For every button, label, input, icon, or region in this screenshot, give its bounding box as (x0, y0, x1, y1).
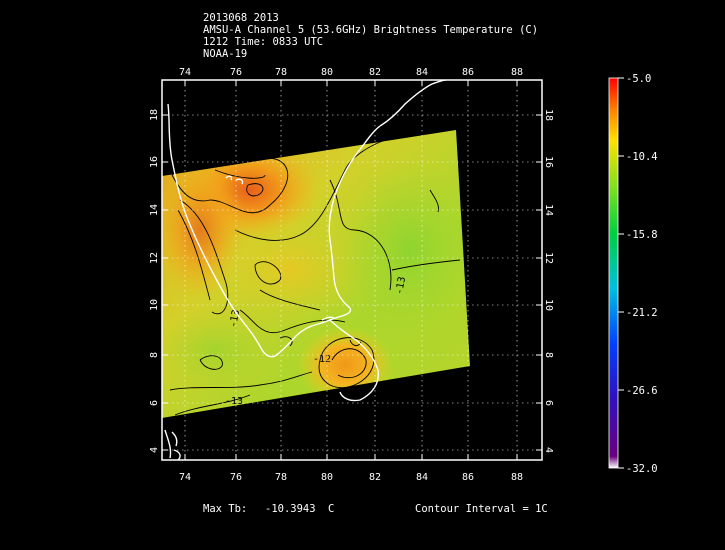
lon-tick-label: 76 (230, 472, 242, 483)
lon-tick-label: 78 (275, 67, 287, 78)
lat-tick-label: 16 (149, 156, 160, 168)
lat-tick-label: 4 (543, 447, 554, 453)
lat-labels-left: 4 6 8 10 12 14 16 18 (149, 109, 160, 453)
lon-tick-label: 84 (416, 67, 428, 78)
lat-tick-label: 12 (543, 252, 554, 264)
header-satellite: NOAA-19 (203, 48, 248, 60)
lon-tick-label: 82 (369, 472, 381, 483)
lon-tick-label: 88 (511, 472, 523, 483)
lon-tick-label: 74 (179, 67, 191, 78)
colorbar-label: -26.6 (626, 385, 658, 397)
lon-tick-label: 80 (321, 67, 333, 78)
max-tb-label: Max Tb: (203, 503, 248, 515)
contour-label: -13 (225, 396, 243, 407)
lon-tick-label: 88 (511, 67, 523, 78)
lat-labels-right: 4 6 8 10 12 14 16 18 (543, 109, 554, 453)
lon-tick-label: 82 (369, 67, 381, 78)
colorbar-label: -5.0 (626, 73, 651, 85)
lon-tick-label: 74 (179, 472, 191, 483)
lat-tick-label: 8 (543, 352, 554, 358)
lat-tick-label: 8 (149, 352, 160, 358)
colorbar-label: -32.0 (626, 463, 658, 475)
lon-labels-top: 74 76 78 80 82 84 86 88 (179, 67, 523, 78)
colorbar-label: -10.4 (626, 151, 658, 163)
map-plot-area: -13 -13 -13 -12 (162, 80, 542, 460)
lat-tick-label: 16 (543, 156, 554, 168)
lon-tick-label: 86 (462, 472, 474, 483)
lon-labels-bottom: 74 76 78 80 82 84 86 88 (179, 472, 523, 483)
temperature-contours (169, 139, 461, 416)
lat-tick-label: 10 (149, 299, 160, 311)
lat-tick-label: 12 (149, 252, 160, 264)
lon-tick-label: 76 (230, 67, 242, 78)
lat-tick-label: 4 (149, 447, 160, 453)
lat-tick-label: 14 (149, 204, 160, 216)
header-time: 1212 Time: 0833 UTC (203, 36, 324, 48)
colorbar-ramp (609, 78, 618, 468)
colorbar: -5.0 -10.4 -15.8 -21.2 -26.6 -32.0 (608, 73, 658, 475)
contour-label: -13 (394, 276, 408, 296)
contour-labels: -13 -13 -13 -12 (225, 276, 408, 407)
contour-label: -12 (313, 354, 331, 365)
header-date: 2013068 2013 (203, 12, 279, 24)
tick-marks (162, 80, 542, 460)
colorbar-label: -15.8 (626, 229, 658, 241)
max-tb-value: -10.3943 (265, 503, 316, 515)
max-tb-unit: C (328, 503, 335, 515)
lat-tick-label: 6 (543, 400, 554, 406)
coastline (164, 80, 447, 460)
lon-tick-label: 86 (462, 67, 474, 78)
plot-frame (161, 79, 543, 461)
contour-interval: Contour Interval = 1C (415, 503, 548, 515)
contour-label: -13 (228, 309, 242, 329)
colorbar-label: -21.2 (626, 307, 658, 319)
lat-tick-label: 14 (543, 204, 554, 216)
lon-tick-label: 80 (321, 472, 333, 483)
lat-tick-label: 18 (149, 109, 160, 121)
lat-tick-label: 6 (149, 400, 160, 406)
graticule (162, 80, 542, 460)
header-title: AMSU-A Channel 5 (53.6GHz) Brightness Te… (203, 24, 539, 36)
lat-tick-label: 18 (543, 109, 554, 121)
lon-tick-label: 84 (416, 472, 428, 483)
lon-tick-label: 78 (275, 472, 287, 483)
lat-tick-label: 10 (543, 299, 554, 311)
